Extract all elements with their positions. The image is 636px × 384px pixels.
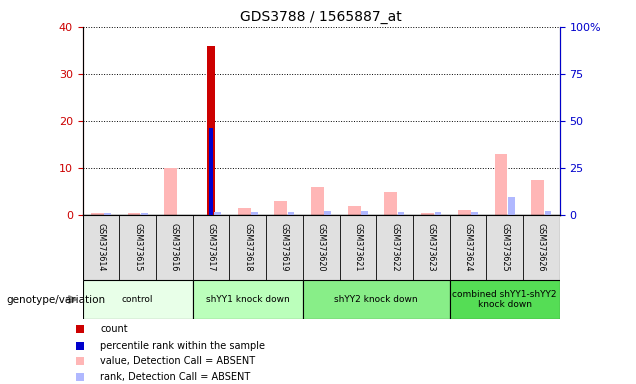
Text: GSM373615: GSM373615 xyxy=(133,223,142,271)
Text: combined shYY1-shYY2
knock down: combined shYY1-shYY2 knock down xyxy=(452,290,557,309)
Text: rank, Detection Call = ABSENT: rank, Detection Call = ABSENT xyxy=(100,372,251,382)
Bar xyxy=(361,211,368,215)
Text: GSM373622: GSM373622 xyxy=(390,223,399,271)
Text: GSM373618: GSM373618 xyxy=(244,223,252,271)
Text: GSM373617: GSM373617 xyxy=(207,223,216,271)
Bar xyxy=(193,280,303,319)
Bar xyxy=(238,208,251,215)
Bar xyxy=(508,197,515,215)
Text: percentile rank within the sample: percentile rank within the sample xyxy=(100,341,265,351)
Text: GSM373614: GSM373614 xyxy=(97,223,106,271)
Bar xyxy=(544,211,551,215)
Bar xyxy=(128,213,141,215)
Bar xyxy=(104,213,111,215)
Bar xyxy=(385,192,398,215)
Bar xyxy=(434,212,441,215)
Bar xyxy=(251,212,258,215)
Text: value, Detection Call = ABSENT: value, Detection Call = ABSENT xyxy=(100,356,255,366)
Text: GSM373620: GSM373620 xyxy=(317,223,326,271)
Bar xyxy=(398,212,404,215)
Bar xyxy=(207,46,215,215)
Text: GSM373624: GSM373624 xyxy=(464,223,473,271)
Bar xyxy=(348,206,361,215)
Bar xyxy=(303,280,450,319)
Bar xyxy=(311,187,324,215)
Bar xyxy=(450,280,560,319)
Text: GSM373619: GSM373619 xyxy=(280,223,289,271)
Text: GSM373625: GSM373625 xyxy=(500,223,509,271)
Bar xyxy=(91,213,104,215)
Bar xyxy=(214,212,221,215)
Text: GSM373623: GSM373623 xyxy=(427,223,436,271)
Text: shYY1 knock down: shYY1 knock down xyxy=(206,295,289,304)
Text: control: control xyxy=(122,295,153,304)
Text: genotype/variation: genotype/variation xyxy=(6,295,106,305)
Bar xyxy=(531,180,544,215)
Bar xyxy=(287,212,294,215)
Bar xyxy=(495,154,508,215)
Bar xyxy=(83,280,193,319)
Bar xyxy=(458,210,471,215)
Text: shYY2 knock down: shYY2 knock down xyxy=(335,295,418,304)
Text: count: count xyxy=(100,324,128,334)
Bar xyxy=(421,213,434,215)
Bar xyxy=(164,168,177,215)
Text: GSM373621: GSM373621 xyxy=(354,223,363,271)
Bar xyxy=(209,129,213,215)
Bar xyxy=(324,211,331,215)
Bar xyxy=(141,213,148,215)
Bar xyxy=(274,201,287,215)
Text: GSM373616: GSM373616 xyxy=(170,223,179,271)
Text: GSM373626: GSM373626 xyxy=(537,223,546,271)
Bar xyxy=(471,212,478,215)
Title: GDS3788 / 1565887_at: GDS3788 / 1565887_at xyxy=(240,10,402,25)
